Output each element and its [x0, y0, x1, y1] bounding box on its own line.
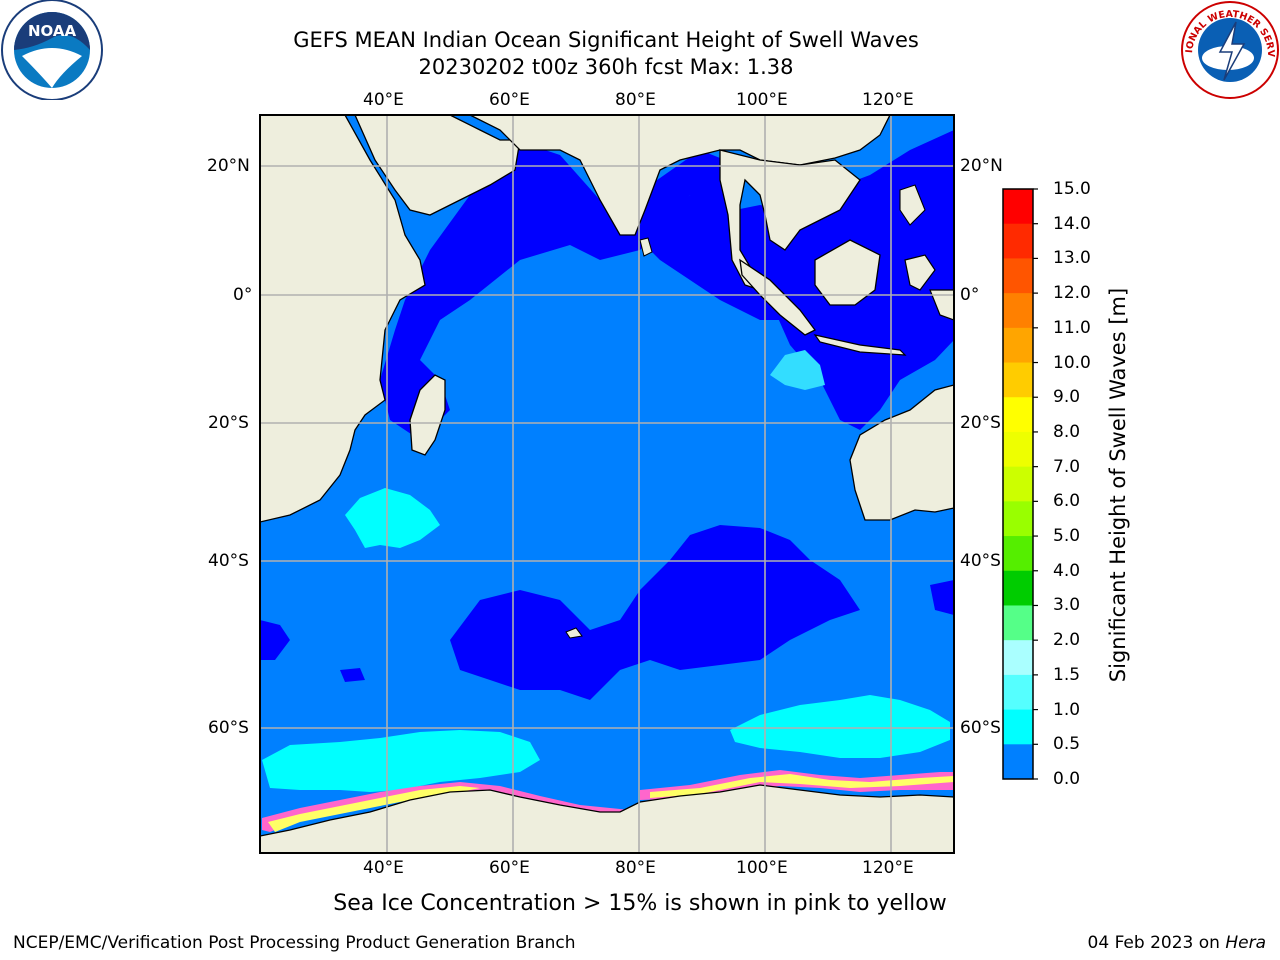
bottom-lon-tick: 100°E — [736, 858, 788, 878]
svg-text:NOAA: NOAA — [28, 22, 77, 40]
top-lon-tick: 120°E — [862, 90, 914, 110]
colorbar-segment — [1003, 536, 1033, 572]
colorbar-segment — [1003, 258, 1033, 294]
sri-lanka — [639, 237, 653, 257]
left-lat-tick: 40°S — [208, 551, 249, 571]
colorbar — [1002, 188, 1038, 780]
africa-landmass — [260, 115, 426, 523]
colorbar-tick-label: 2.0 — [1053, 630, 1081, 651]
southern-ocean-low-swell — [450, 525, 860, 700]
footer-date-text: 04 Feb 2023 on — [1087, 933, 1226, 953]
colorbar-tick-label: 1.0 — [1053, 699, 1081, 720]
arabian-peninsula — [354, 115, 521, 216]
colorbar-segment — [1003, 674, 1033, 711]
bottom-lon-tick: 60°E — [489, 858, 530, 878]
colorbar-tick-label: 0.5 — [1053, 734, 1081, 755]
antarctica-landmass — [260, 784, 954, 853]
colorbar-segment — [1003, 327, 1033, 364]
colorbar-segment — [1003, 397, 1033, 433]
cyan-band-south-east — [730, 695, 950, 758]
footer-machine: Hera — [1225, 933, 1266, 953]
colorbar-segment — [1003, 605, 1033, 641]
colorbar-segment — [1003, 501, 1033, 537]
colorbar-segment — [1003, 362, 1033, 398]
right-lat-tick: 20°S — [960, 413, 1001, 433]
indochina-peninsula — [719, 149, 861, 292]
colorbar-label: Significant Height of Swell Waves [m] — [1106, 287, 1130, 683]
top-lon-tick: 100°E — [736, 90, 788, 110]
colorbar-segment — [1003, 570, 1033, 606]
top-lon-tick: 40°E — [363, 90, 404, 110]
colorbar-segment — [1003, 709, 1033, 745]
colorbar-tick-label: 5.0 — [1053, 526, 1081, 547]
colorbar-tick-label: 1.5 — [1053, 664, 1081, 685]
right-lat-tick: 60°S — [960, 718, 1001, 738]
title-line-1: GEFS MEAN Indian Ocean Significant Heigh… — [293, 28, 919, 52]
bottom-lon-tick: 80°E — [615, 858, 656, 878]
colorbar-tick-label: 10.0 — [1053, 352, 1091, 373]
title-line-2: 20230202 t00z 360h fcst Max: 1.38 — [418, 55, 794, 79]
colorbar-segment — [1003, 293, 1033, 329]
colorbar-tick-label: 6.0 — [1053, 491, 1081, 512]
colorbar-segment — [1003, 640, 1033, 676]
map-title: GEFS MEAN Indian Ocean Significant Heigh… — [0, 27, 1212, 81]
cyan-patch-west — [345, 488, 440, 548]
colorbar-segment — [1003, 223, 1033, 259]
top-lon-tick: 60°E — [489, 90, 530, 110]
australia-landmass — [849, 384, 954, 521]
sea-ice-note: Sea Ice Concentration > 15% is shown in … — [333, 891, 947, 916]
footer-date: 04 Feb 2023 on Hera — [1088, 933, 1266, 953]
cyan-patch-central — [770, 350, 825, 390]
right-lat-tick: 40°S — [960, 551, 1001, 571]
colorbar-tick-label: 7.0 — [1053, 456, 1081, 477]
colorbar-tick-label: 12.0 — [1053, 283, 1091, 304]
top-lon-tick: 80°E — [615, 90, 656, 110]
colorbar-tick-label: 9.0 — [1053, 387, 1081, 408]
bottom-lon-tick: 40°E — [363, 858, 404, 878]
colorbar-tick-label: 15.0 — [1053, 179, 1091, 199]
asia-north-landmass — [469, 115, 891, 236]
left-lat-tick: 20°N — [207, 156, 250, 176]
cyan-band-south-west — [262, 730, 540, 792]
colorbar-segment — [1003, 189, 1033, 225]
colorbar-tick-label: 14.0 — [1053, 213, 1091, 234]
colorbar-segment — [1003, 466, 1033, 502]
colorbar-tick-label: 8.0 — [1053, 421, 1081, 442]
colorbar-tick-label: 3.0 — [1053, 595, 1081, 616]
colorbar-segment — [1003, 431, 1033, 468]
colorbar-tick-label: 13.0 — [1053, 248, 1091, 269]
noaa-logo-icon: NOAA — [1, 0, 103, 100]
right-lat-tick: 0° — [960, 285, 980, 305]
national-weather-service-logo-icon: NATIONAL WEATHER SERVICE — [1180, 0, 1279, 99]
madagascar — [409, 374, 446, 456]
colorbar-segment — [1003, 744, 1033, 780]
colorbar-tick-label: 0.0 — [1053, 769, 1081, 789]
colorbar-tick-label: 4.0 — [1053, 560, 1081, 581]
left-lat-tick: 20°S — [208, 413, 249, 433]
java — [813, 334, 907, 356]
right-lat-tick: 20°N — [960, 156, 1003, 176]
footer-branch: NCEP/EMC/Verification Post Processing Pr… — [13, 933, 576, 953]
left-lat-tick: 60°S — [208, 718, 249, 738]
map-frame — [259, 114, 955, 854]
colorbar-frame — [1002, 188, 1034, 780]
borneo — [814, 239, 881, 306]
left-lat-tick: 0° — [233, 285, 253, 305]
sumatra — [739, 258, 816, 336]
colorbar-tick-label: 11.0 — [1053, 317, 1091, 338]
graticule — [260, 115, 954, 853]
bottom-lon-tick: 120°E — [862, 858, 914, 878]
